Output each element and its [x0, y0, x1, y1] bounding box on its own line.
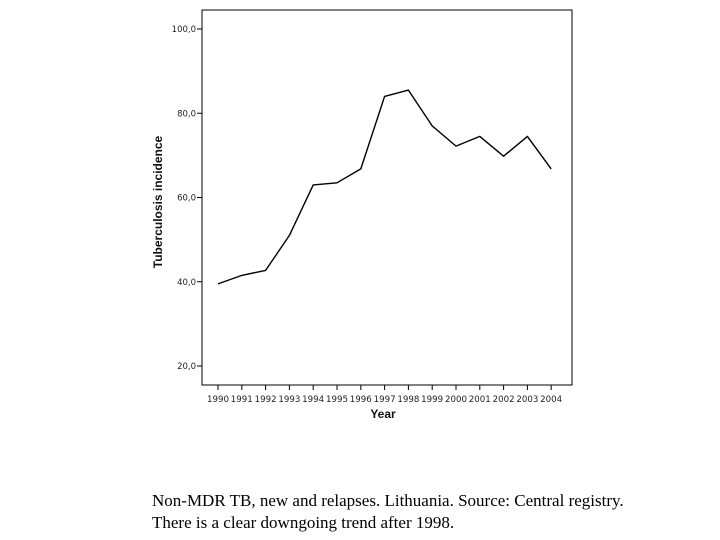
- x-tick-label: 1990: [207, 395, 229, 405]
- x-axis-title: Year: [370, 407, 396, 421]
- y-tick-label: 80,0: [177, 109, 196, 119]
- y-axis-ticks: 20,0 40,0 60,0 80,0 100,0: [172, 25, 202, 372]
- y-tick-label: 60,0: [177, 194, 196, 204]
- x-tick-label: 2002: [493, 395, 515, 405]
- x-tick-label: 1994: [302, 395, 324, 405]
- plot-frame: [201, 9, 573, 386]
- x-tick-label: 1992: [255, 395, 277, 405]
- x-tick-label: 2004: [540, 395, 562, 405]
- x-tick-label: 2000: [445, 395, 467, 405]
- y-tick-label: 40,0: [177, 278, 196, 288]
- caption-line-2: There is a clear downgoing trend after 1…: [152, 513, 455, 532]
- x-tick-label: 2003: [516, 395, 538, 405]
- figure-caption: Non-MDR TB, new and relapses. Lithuania.…: [152, 490, 712, 534]
- y-axis-title: Tuberculosis incidence: [151, 135, 165, 268]
- x-tick-label: 2001: [469, 395, 491, 405]
- x-tick-label: 1997: [374, 395, 396, 405]
- y-tick-label: 20,0: [177, 362, 196, 372]
- x-tick-label: 1993: [278, 395, 300, 405]
- x-tick-label: 1996: [350, 395, 372, 405]
- x-tick-label: 1998: [397, 395, 419, 405]
- x-tick-label: 1995: [326, 395, 348, 405]
- caption-line-1: Non-MDR TB, new and relapses. Lithuania.…: [152, 491, 624, 510]
- series-line: [217, 89, 552, 285]
- x-tick-label: 1999: [421, 395, 443, 405]
- x-axis-ticks: 1990 1991 1992 1993 1994 1995 1996 1997 1998 1999…: [207, 385, 562, 405]
- y-tick-label: 100,0: [172, 25, 196, 35]
- x-tick-label: 1991: [231, 395, 253, 405]
